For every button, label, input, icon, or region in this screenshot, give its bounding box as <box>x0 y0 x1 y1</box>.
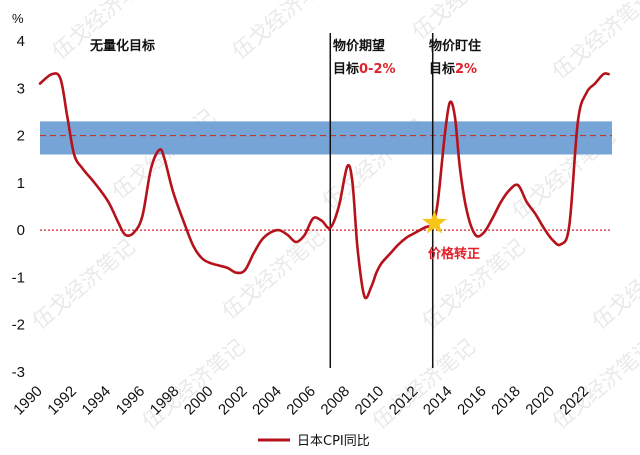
watermark-text: 伍戈经济笔记 <box>228 0 340 64</box>
target-band <box>40 121 612 155</box>
x-tick-label: 1990 <box>10 383 46 419</box>
y-tick-label: 4 <box>17 33 25 50</box>
y-unit-label: % <box>12 11 24 26</box>
y-tick-label: 3 <box>17 80 25 97</box>
watermark-text: 伍戈经济笔记 <box>138 334 250 433</box>
legend-label: 日本CPI同比 <box>297 434 370 449</box>
x-tick-label: 1992 <box>44 383 80 419</box>
annotation-target-range: 0-2% <box>359 62 396 77</box>
annotation-price-expectation: 物价期望 <box>333 38 385 54</box>
cpi-series-line <box>38 72 610 300</box>
star-icon <box>422 210 447 234</box>
annotation-price-correction: 价格转正 <box>428 246 480 262</box>
watermark-text: 伍戈经济笔记 <box>218 224 330 323</box>
y-tick-label: -1 <box>12 269 25 286</box>
x-tick-label: 2018 <box>488 383 524 419</box>
annotation-no-target: 无量化目标 <box>89 38 155 54</box>
x-tick-label: 1994 <box>79 383 115 419</box>
annotation-target-range-group: 目标0-2% <box>333 61 396 77</box>
watermark-text: 伍戈经济笔记 <box>548 0 640 84</box>
watermark-text: 伍戈经济笔记 <box>588 234 640 333</box>
y-axis-ticks: 4 3 2 1 0 -1 -2 -3 <box>12 33 25 381</box>
watermark-text: 伍戈经济笔记 <box>28 234 140 333</box>
y-tick-label: 0 <box>17 222 25 239</box>
watermark-text: 伍戈经济笔记 <box>48 0 160 64</box>
x-tick-label: 2002 <box>215 383 251 419</box>
y-tick-label: 2 <box>17 128 25 145</box>
watermark-text: 伍戈经济笔记 <box>408 0 520 44</box>
annotation-target-value: 2% <box>455 62 477 77</box>
x-tick-label: 2004 <box>249 383 285 419</box>
annotation-price-target: 物价盯住 <box>429 38 481 54</box>
annotation-target-label-1: 目标 <box>333 61 359 77</box>
annotation-target-value-group: 目标2% <box>429 61 477 77</box>
x-tick-label: 2016 <box>454 383 490 419</box>
watermark-text: 伍戈经济笔记 <box>548 334 640 433</box>
y-tick-label: -3 <box>12 364 25 381</box>
x-tick-label: 2006 <box>283 383 319 419</box>
y-tick-label: 1 <box>17 175 25 192</box>
watermark-text: 伍戈经济笔记 <box>368 334 480 433</box>
x-tick-label: 2008 <box>318 383 354 419</box>
y-tick-label: -2 <box>12 317 25 334</box>
annotation-target-label-2: 目标 <box>429 61 455 77</box>
x-axis-ticks: 1990199219941996199820002002200420062008… <box>10 383 592 419</box>
